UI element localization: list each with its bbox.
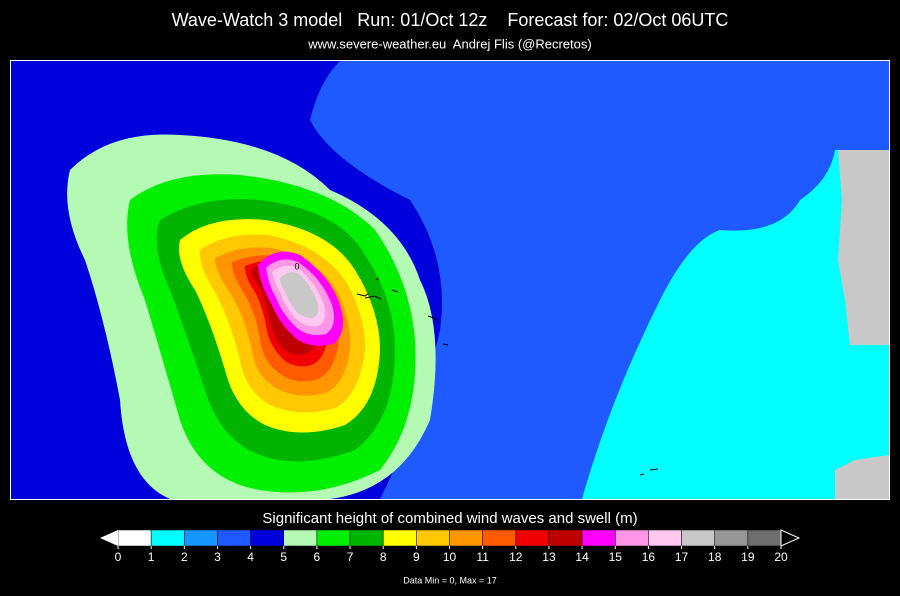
legend-swatch [548, 529, 583, 547]
legend-title: Significant height of combined wind wave… [262, 510, 637, 527]
legend-tick-label: 8 [380, 550, 387, 564]
legend-tick-label: 13 [542, 550, 556, 564]
legend-swatch [681, 529, 715, 547]
legend-tick-label: 15 [609, 550, 623, 564]
legend: 0 1 2 3 4 5 6 7 8 9 10 11 12 13 14 15 16 17 18 19 20 [100, 529, 801, 564]
legend-swatch [184, 529, 218, 547]
legend-tick-label: 5 [280, 550, 287, 564]
legend-swatch [150, 529, 185, 547]
legend-tick-label: 14 [575, 550, 589, 564]
legend-tick-label: 1 [148, 550, 155, 564]
legend-tick-label: 10 [443, 550, 457, 564]
legend-tick-label: 12 [509, 550, 523, 564]
legend-tick-label: 2 [181, 550, 188, 564]
land [838, 150, 889, 345]
legend-swatch [449, 529, 483, 547]
legend-swatch [316, 529, 351, 547]
legend-swatch [283, 529, 318, 547]
legend-tick-label: 17 [675, 550, 689, 564]
stats: Data Min = 0, Max = 17 [403, 575, 497, 585]
legend-swatch [349, 529, 384, 547]
legend-swatch [217, 529, 251, 547]
legend-tick-label: 19 [741, 550, 755, 564]
legend-arrow-low [100, 530, 118, 546]
legend-swatch [747, 529, 782, 547]
subtitle: www.severe-weather.eu Andrej Flis (@Recr… [307, 36, 591, 51]
legend-swatch [482, 529, 517, 547]
legend-tick-label: 3 [214, 550, 221, 564]
legend-tick-label: 9 [413, 550, 420, 564]
legend-arrow-high [780, 529, 801, 547]
legend-tick-label: 16 [642, 550, 656, 564]
legend-tick-label: 4 [247, 550, 254, 564]
sea-1-2 [582, 150, 889, 499]
legend-tick-label: 0 [115, 550, 122, 564]
legend-swatch [648, 529, 682, 547]
legend-tick-label: 18 [708, 550, 722, 564]
legend-swatch [515, 529, 550, 547]
land [835, 455, 889, 499]
legend-swatch [615, 529, 649, 547]
map-frame [10, 60, 890, 500]
islands [356, 277, 659, 476]
legend-swatch [416, 529, 450, 547]
legend-swatch [250, 529, 285, 547]
legend-swatch [117, 529, 152, 547]
legend-tick-label: 6 [314, 550, 321, 564]
legend-tick-label: 11 [476, 550, 489, 564]
map: 0 [10, 60, 890, 500]
max-label: 0 [294, 261, 299, 271]
legend-tick-label: 20 [774, 550, 788, 564]
legend-swatch [382, 529, 417, 547]
legend-swatch [581, 529, 616, 547]
sea-17-18 [280, 272, 319, 318]
legend-swatch [714, 529, 749, 547]
legend-tick-label: 7 [347, 550, 354, 564]
title: Wave-Watch 3 model Run: 01/Oct 12z Forec… [172, 10, 729, 30]
